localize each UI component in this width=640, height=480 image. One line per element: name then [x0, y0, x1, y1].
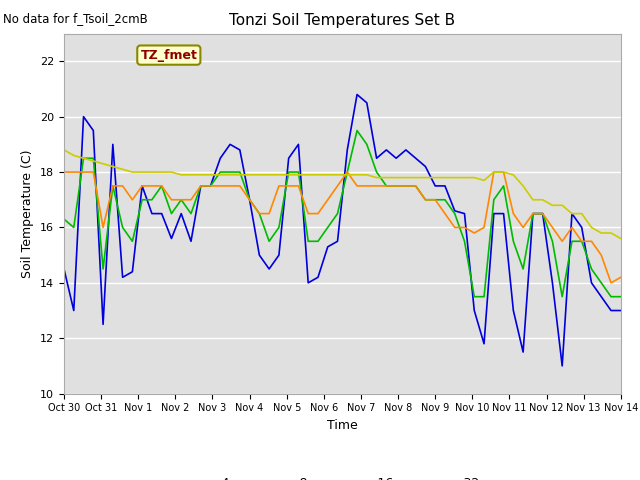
Text: TZ_fmet: TZ_fmet [140, 48, 197, 61]
Text: No data for f_Tsoil_2cmB: No data for f_Tsoil_2cmB [3, 12, 148, 25]
Legend: -4cm, -8cm, -16cm, -32cm: -4cm, -8cm, -16cm, -32cm [182, 472, 503, 480]
X-axis label: Time: Time [327, 419, 358, 432]
Title: Tonzi Soil Temperatures Set B: Tonzi Soil Temperatures Set B [229, 13, 456, 28]
Y-axis label: Soil Temperature (C): Soil Temperature (C) [22, 149, 35, 278]
